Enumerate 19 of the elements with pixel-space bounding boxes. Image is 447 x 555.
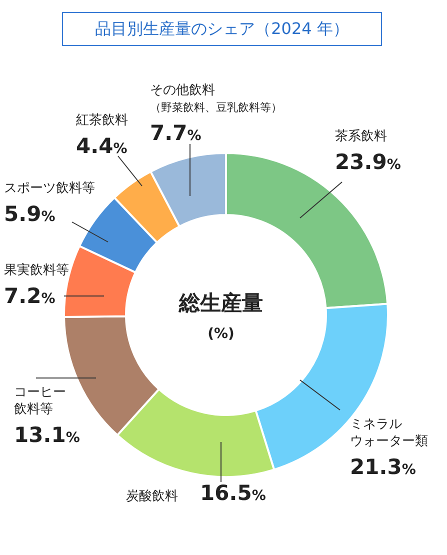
slice-label: スポーツ飲料等 (4, 181, 95, 196)
slice-label: 紅茶飲料 (76, 113, 128, 128)
data-label: 7.7% (150, 121, 202, 145)
data-label: 4.4% (76, 134, 128, 158)
data-label: 7.2% (4, 284, 56, 308)
data-label: 16.5% (200, 481, 266, 505)
slice-label: その他飲料（野菜飲料、豆乳飲料等） (150, 83, 282, 114)
slice-label: ミネラルウォーター類 (350, 417, 428, 449)
chart-title: 品目別生産量のシェア（2024 年） (62, 12, 382, 46)
data-label: 23.9% (335, 150, 401, 174)
text: 総生産量 (178, 291, 263, 315)
slice-label: 果実飲料等 (4, 262, 69, 278)
slice-label: 茶系飲料 (335, 129, 387, 144)
data-label: 5.9% (4, 202, 56, 226)
text: (%) (208, 326, 234, 342)
data-label: 13.1% (14, 423, 80, 447)
slice-label: 炭酸飲料 (126, 489, 178, 504)
slice-label: コーヒー飲料等 (14, 385, 66, 417)
data-label: 21.3% (350, 455, 416, 479)
